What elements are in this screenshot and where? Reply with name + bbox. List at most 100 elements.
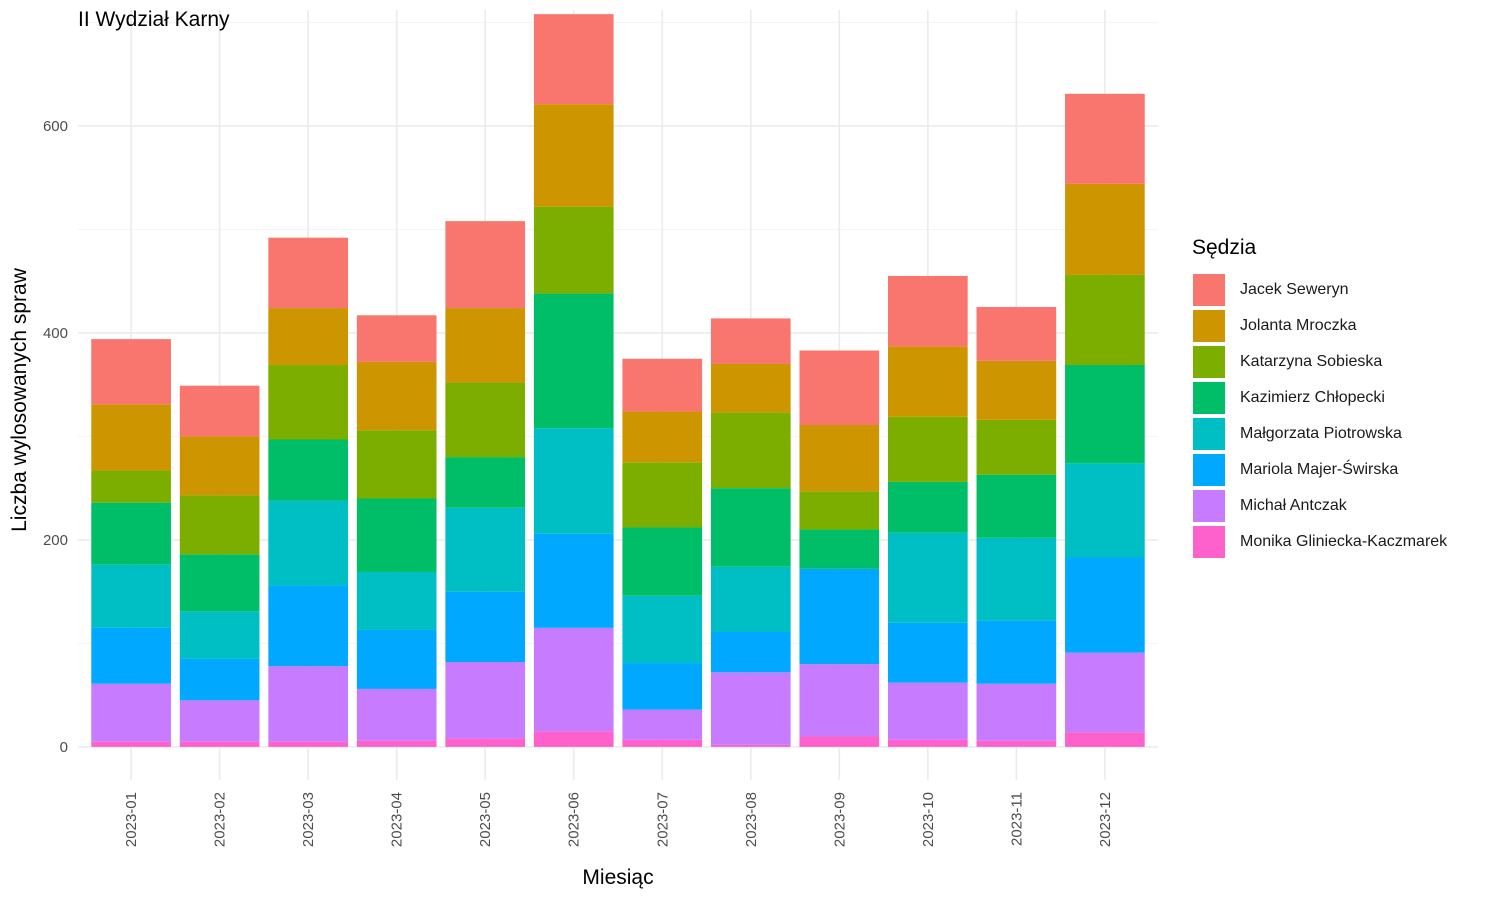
legend: Sędzia Jacek Seweryn Jolanta Mroczka Katar… [1192, 236, 1447, 560]
legend-swatch [1192, 489, 1226, 523]
bar-2023-02-Jolanta Mroczka [179, 436, 260, 496]
bar-2023-01-Michał Antczak [91, 683, 171, 742]
bar-2023-09-Katarzyna Sobieska [799, 491, 880, 530]
x-axis-ticks: 2023-01 2023-02 2023-03 2023-04 2023-05 2023-… [123, 792, 1114, 847]
legend-swatch [1192, 417, 1226, 451]
bar-2023-07-Małgorzata Piotrowska [622, 595, 703, 664]
bar-2023-06-Kazimierz Chłopecki [533, 293, 614, 429]
bar-2023-12-Jolanta Mroczka [1065, 183, 1145, 275]
bar-2023-12-Jacek Seweryn [1065, 93, 1145, 184]
legend-label: Kazimierz Chłopecki [1240, 389, 1385, 406]
legend-label: Jolanta Mroczka [1240, 317, 1357, 334]
bar-2023-08-Jolanta Mroczka [710, 363, 791, 413]
x-tick-label: 2023-02 [212, 792, 229, 847]
bar-2023-09-Michał Antczak [799, 664, 880, 737]
bar-2023-10-Mariola Majer-Świrska [888, 622, 968, 683]
bar-2023-12-Małgorzata Piotrowska [1065, 463, 1145, 558]
legend-item: Katarzyna Sobieska [1192, 344, 1447, 380]
bar-2023-05-Jacek Seweryn [445, 221, 526, 309]
bar-2023-10-Monika Gliniecka-Kaczmarek [888, 739, 968, 747]
bar-2023-12-Monika Gliniecka-Kaczmarek [1065, 732, 1145, 747]
y-tick-label: 0 [60, 739, 68, 756]
legend-items: Jacek Seweryn Jolanta Mroczka Katarzyna So… [1192, 272, 1447, 560]
bar-2023-03-Katarzyna Sobieska [268, 364, 348, 440]
chart-title: II Wydział Karny [78, 8, 230, 31]
bar-2023-04-Jacek Seweryn [356, 315, 437, 362]
bar-2023-08-Monika Gliniecka-Kaczmarek [710, 744, 791, 747]
legend-swatch [1192, 273, 1226, 307]
bar-2023-06-Jacek Seweryn [533, 14, 614, 105]
bar-2023-09-Mariola Majer-Świrska [799, 568, 880, 665]
y-axis-label: Liczba wylosowanych spraw [8, 268, 31, 532]
bar-2023-12-Michał Antczak [1065, 652, 1145, 733]
bar-2023-03-Monika Gliniecka-Kaczmarek [268, 741, 348, 747]
bar-2023-09-Jolanta Mroczka [799, 425, 880, 492]
legend-item: Małgorzata Piotrowska [1192, 416, 1447, 452]
legend-item: Mariola Majer-Świrska [1192, 452, 1447, 488]
bar-2023-04-Katarzyna Sobieska [356, 430, 437, 499]
bar-2023-01-Kazimierz Chłopecki [91, 502, 171, 565]
bar-2023-02-Mariola Majer-Świrska [179, 658, 260, 701]
x-tick-label: 2023-06 [566, 792, 583, 847]
x-tick-label: 2023-12 [1097, 792, 1114, 847]
legend-label: Mariola Majer-Świrska [1240, 461, 1399, 478]
bar-2023-11-Jolanta Mroczka [976, 360, 1057, 420]
bar-2023-02-Małgorzata Piotrowska [179, 611, 260, 659]
bar-2023-05-Monika Gliniecka-Kaczmarek [445, 738, 526, 747]
y-tick-label: 600 [43, 118, 68, 135]
bar-2023-11-Katarzyna Sobieska [976, 419, 1057, 475]
bar-2023-05-Małgorzata Piotrowska [445, 507, 526, 592]
bar-2023-06-Jolanta Mroczka [533, 104, 614, 207]
x-axis-label: Miesiąc [582, 866, 654, 889]
legend-label: Katarzyna Sobieska [1240, 353, 1383, 370]
bar-2023-11-Kazimierz Chłopecki [976, 474, 1057, 538]
x-tick-label: 2023-09 [831, 792, 848, 847]
legend-swatch [1192, 381, 1226, 415]
bar-2023-05-Katarzyna Sobieska [445, 382, 526, 458]
bar-2023-02-Jacek Seweryn [179, 385, 260, 437]
bar-2023-03-Jacek Seweryn [268, 237, 348, 309]
legend-swatch [1192, 345, 1226, 379]
legend-swatch [1192, 453, 1226, 487]
bar-2023-03-Kazimierz Chłopecki [268, 439, 348, 501]
bar-2023-08-Jacek Seweryn [710, 318, 791, 364]
bar-2023-11-Mariola Majer-Świrska [976, 620, 1057, 684]
bar-2023-04-Mariola Majer-Świrska [356, 629, 437, 689]
bar-2023-08-Kazimierz Chłopecki [710, 488, 791, 567]
legend-item: Jacek Seweryn [1192, 272, 1447, 308]
bar-2023-06-Katarzyna Sobieska [533, 206, 614, 294]
bar-2023-09-Kazimierz Chłopecki [799, 529, 880, 569]
bar-2023-09-Monika Gliniecka-Kaczmarek [799, 736, 880, 747]
bar-2023-03-Jolanta Mroczka [268, 308, 348, 365]
bar-2023-08-Michał Antczak [710, 672, 791, 745]
bar-2023-03-Michał Antczak [268, 666, 348, 742]
bar-2023-02-Kazimierz Chłopecki [179, 554, 260, 612]
bar-2023-11-Monika Gliniecka-Kaczmarek [976, 740, 1057, 747]
bar-2023-01-Małgorzata Piotrowska [91, 564, 171, 628]
bar-2023-10-Katarzyna Sobieska [888, 416, 968, 482]
y-tick-label: 400 [43, 325, 68, 342]
bar-2023-03-Mariola Majer-Świrska [268, 585, 348, 667]
bar-2023-11-Jacek Seweryn [976, 307, 1057, 361]
y-tick-label: 200 [43, 532, 68, 549]
x-tick-label: 2023-10 [920, 792, 937, 847]
bar-2023-02-Monika Gliniecka-Kaczmarek [179, 741, 260, 747]
bar-2023-07-Jacek Seweryn [622, 358, 703, 412]
bar-2023-10-Jacek Seweryn [888, 275, 968, 347]
bar-2023-07-Mariola Majer-Świrska [622, 663, 703, 710]
bar-2023-06-Mariola Majer-Świrska [533, 533, 614, 628]
bar-2023-02-Katarzyna Sobieska [179, 495, 260, 555]
bar-2023-07-Jolanta Mroczka [622, 411, 703, 463]
bar-2023-01-Monika Gliniecka-Kaczmarek [91, 741, 171, 747]
y-axis-ticks: 0 200 400 600 [43, 118, 68, 756]
x-tick-label: 2023-04 [389, 792, 406, 847]
x-tick-label: 2023-01 [123, 792, 140, 847]
bar-2023-01-Jolanta Mroczka [91, 404, 171, 471]
legend-label: Małgorzata Piotrowska [1240, 425, 1402, 442]
legend-swatch [1192, 309, 1226, 343]
bar-2023-12-Katarzyna Sobieska [1065, 274, 1145, 365]
bar-2023-01-Mariola Majer-Świrska [91, 627, 171, 684]
bar-2023-08-Katarzyna Sobieska [710, 412, 791, 489]
bar-2023-07-Katarzyna Sobieska [622, 462, 703, 528]
